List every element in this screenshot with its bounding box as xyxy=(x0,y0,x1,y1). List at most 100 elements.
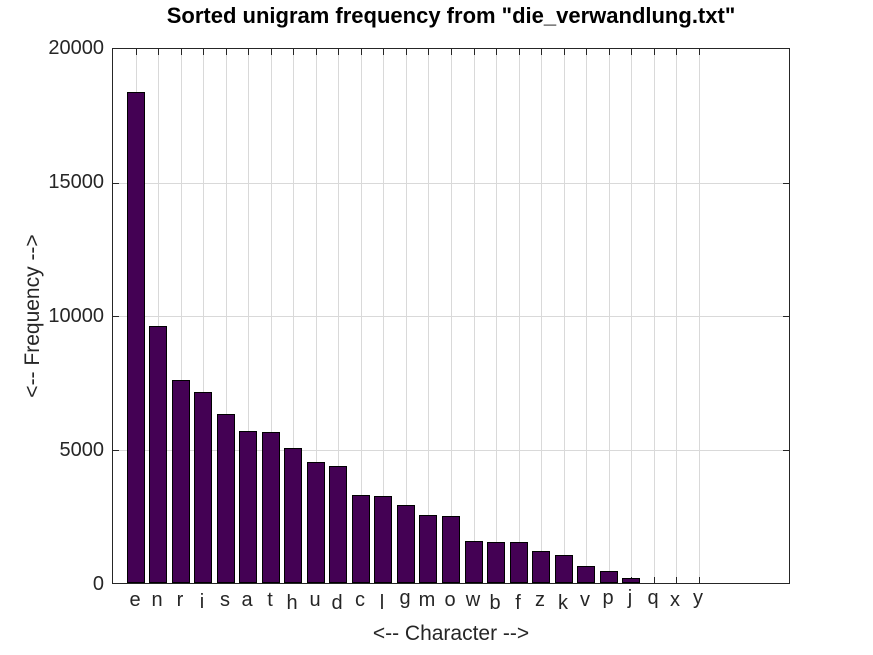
x-tick-label-o: o xyxy=(444,589,456,611)
bar-r xyxy=(172,380,190,583)
x-gridline-a xyxy=(248,49,249,583)
plot-area xyxy=(112,48,790,584)
x-tick-label-d: d xyxy=(331,592,343,614)
top-tick-u xyxy=(316,49,317,55)
top-tick-g xyxy=(406,49,407,55)
top-tick-p xyxy=(609,49,610,55)
x-gridline-t xyxy=(271,49,272,583)
x-gridline-z xyxy=(541,49,542,583)
top-tick-v xyxy=(586,49,587,55)
top-tick-t xyxy=(271,49,272,55)
bar-l xyxy=(374,496,392,583)
x-tick-label-j: j xyxy=(627,587,633,609)
x-axis-label: <-- Character --> xyxy=(372,622,530,645)
y-tick-label-0: 0 xyxy=(92,573,104,595)
x-gridline-d xyxy=(338,49,339,583)
x-tick-label-a: a xyxy=(241,589,253,611)
x-tick-label-q: q xyxy=(647,587,659,609)
x-tick-label-m: m xyxy=(418,589,436,611)
x-tick-label-v: v xyxy=(580,589,590,611)
x-gridline-m xyxy=(428,49,429,583)
x-gridline-x xyxy=(676,49,677,583)
x-gridline-p xyxy=(609,49,610,583)
x-gridline-v xyxy=(586,49,587,583)
x-tick-label-s: s xyxy=(220,589,230,611)
x-gridline-s xyxy=(226,49,227,583)
bar-u xyxy=(307,462,325,583)
bar-k xyxy=(555,555,573,583)
x-gridline-w xyxy=(474,49,475,583)
x-gridline-j xyxy=(631,49,632,583)
top-tick-e xyxy=(136,49,137,55)
bar-series-layer xyxy=(113,49,789,583)
bottom-tick-x xyxy=(676,577,677,583)
x-tick-label-x: x xyxy=(670,589,680,611)
top-tick-c xyxy=(361,49,362,55)
bar-z xyxy=(532,551,550,583)
bar-m xyxy=(419,515,437,583)
x-tick-label-k: k xyxy=(558,592,568,614)
left-tick-5000 xyxy=(113,450,119,451)
x-tick-label-r: r xyxy=(176,589,184,611)
bottom-tick-y xyxy=(699,577,700,583)
bar-a xyxy=(239,431,257,583)
x-tick-label-p: p xyxy=(602,587,614,609)
x-gridline-c xyxy=(361,49,362,583)
x-tick-label-u: u xyxy=(309,589,321,611)
bar-t xyxy=(262,432,280,583)
x-tick-label-n: n xyxy=(151,589,163,611)
x-gridline-h xyxy=(293,49,294,583)
bar-o xyxy=(442,516,460,583)
bar-h xyxy=(284,448,302,583)
top-tick-q xyxy=(654,49,655,55)
bar-f xyxy=(510,542,528,583)
x-tick-label-f: f xyxy=(515,592,521,614)
top-tick-z xyxy=(541,49,542,55)
top-tick-r xyxy=(181,49,182,55)
top-tick-l xyxy=(383,49,384,55)
x-gridline-g xyxy=(406,49,407,583)
x-gridline-l xyxy=(383,49,384,583)
bar-w xyxy=(465,541,483,583)
top-tick-x xyxy=(676,49,677,55)
top-tick-n xyxy=(158,49,159,55)
top-tick-b xyxy=(496,49,497,55)
x-gridline-k xyxy=(564,49,565,583)
bar-n xyxy=(149,326,167,583)
bar-e xyxy=(127,92,145,583)
y-tick-label-20000: 20000 xyxy=(48,37,104,59)
left-tick-15000 xyxy=(113,183,119,184)
x-gridline-q xyxy=(654,49,655,583)
bar-p xyxy=(600,571,618,583)
top-tick-o xyxy=(451,49,452,55)
x-tick-label-e: e xyxy=(129,589,141,611)
top-tick-h xyxy=(293,49,294,55)
x-gridline-n xyxy=(158,49,159,583)
top-tick-y xyxy=(699,49,700,55)
x-gridline-u xyxy=(316,49,317,583)
x-gridline-o xyxy=(451,49,452,583)
left-tick-10000 xyxy=(113,316,119,317)
top-tick-f xyxy=(519,49,520,55)
bar-v xyxy=(577,566,595,583)
top-tick-w xyxy=(474,49,475,55)
bar-g xyxy=(397,505,415,583)
bar-b xyxy=(487,542,505,583)
y-tick-label-15000: 15000 xyxy=(48,171,104,193)
x-tick-label-i: i xyxy=(199,591,205,613)
x-tick-label-l: l xyxy=(379,592,385,614)
bar-d xyxy=(329,466,347,583)
top-tick-k xyxy=(564,49,565,55)
top-tick-i xyxy=(203,49,204,55)
top-tick-d xyxy=(338,49,339,55)
x-tick-label-w: w xyxy=(465,589,481,611)
bar-i xyxy=(194,392,212,583)
right-tick-15000 xyxy=(783,183,789,184)
bar-c xyxy=(352,495,370,583)
bar-j xyxy=(622,578,640,583)
top-tick-a xyxy=(248,49,249,55)
x-tick-label-g: g xyxy=(399,587,411,609)
bottom-tick-q xyxy=(654,577,655,583)
x-gridline-b xyxy=(496,49,497,583)
x-gridline-y xyxy=(699,49,700,583)
